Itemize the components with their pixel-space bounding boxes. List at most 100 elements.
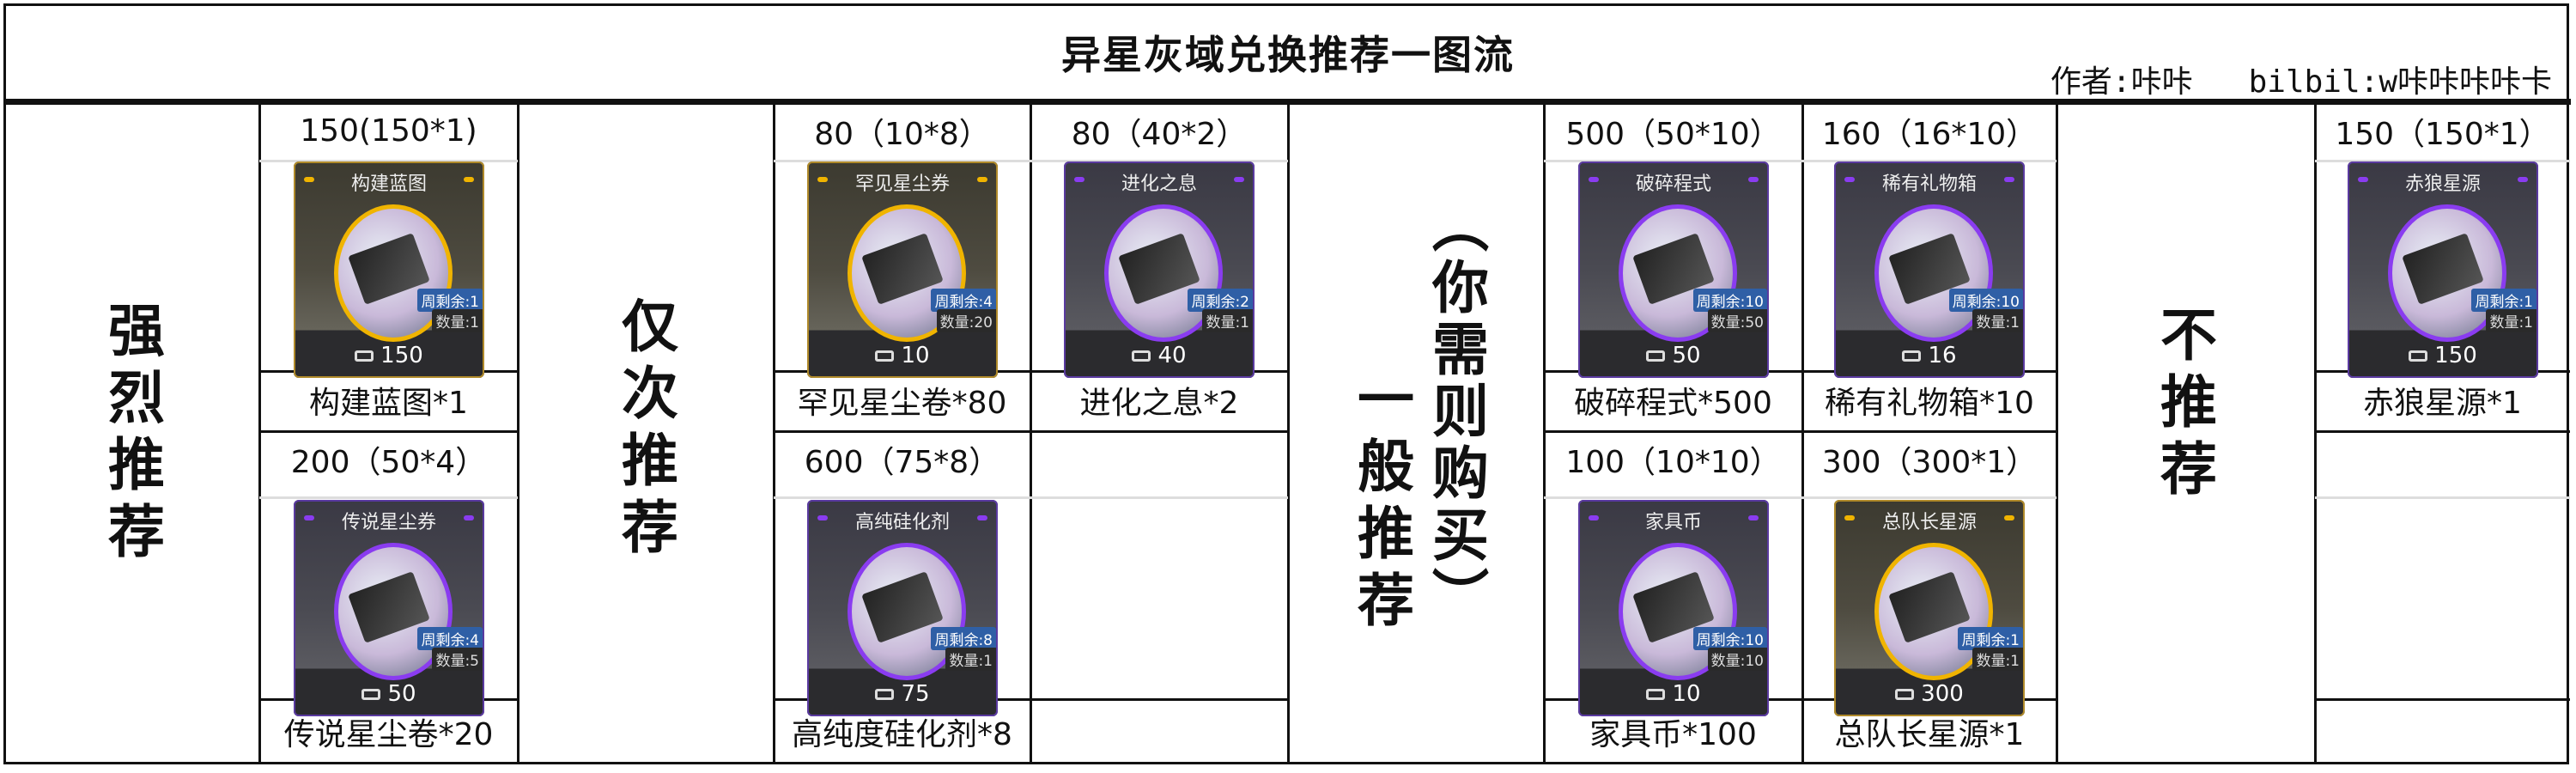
row-divider	[1544, 430, 1802, 433]
price-divider	[1802, 496, 2057, 499]
column-divider	[1801, 102, 1804, 764]
ticket-icon	[875, 350, 895, 362]
rarity-dot-right	[977, 177, 987, 182]
item-card[interactable]: 罕见星尘券 周剩余:4 数量:20 10	[807, 161, 998, 378]
price-divider	[1544, 496, 1802, 499]
item-price: 200（50*4）	[290, 444, 487, 480]
rarity-dot-left	[1589, 177, 1599, 182]
item-price: 80（10*8）	[814, 116, 990, 152]
ticket-icon	[2409, 350, 2428, 362]
item-price: 160（16*10）	[1821, 116, 2038, 152]
author-credit: 作者:咔咔 bilbil:w咔咔咔咔卡	[2050, 64, 2552, 100]
card-title: 家具币	[1644, 512, 1702, 533]
card-title: 高纯硅化剂	[854, 512, 950, 533]
weekly-remaining-badge: 周剩余:10	[1692, 289, 1767, 312]
weekly-remaining-badge: 周剩余:2	[1188, 289, 1253, 312]
item-price: 300（300*1）	[1821, 444, 2038, 480]
price-divider	[1030, 160, 1288, 162]
weekly-remaining-badge: 周剩余:1	[1958, 627, 2023, 650]
weekly-remaining-badge: 周剩余:10	[1948, 289, 2023, 312]
rarity-dot-right	[464, 515, 474, 520]
row-divider	[1030, 698, 1288, 701]
rarity-dot-right	[977, 515, 987, 520]
rarity-dot-right	[1234, 177, 1244, 182]
item-price: 500（50*10）	[1565, 116, 1781, 152]
card-title: 进化之息	[1121, 173, 1197, 195]
price-divider	[1030, 496, 1288, 499]
cost-bar: 10	[1578, 672, 1769, 716]
rarity-dot-left	[817, 515, 828, 520]
item-card[interactable]: 赤狼星源 周剩余:1 数量:1 150	[2348, 161, 2538, 378]
column-divider	[517, 102, 519, 764]
cost-bar: 75	[807, 672, 998, 716]
item-name: 赤狼星源*1	[2363, 386, 2522, 421]
quantity-badge: 数量:1	[432, 309, 483, 332]
price-divider	[1544, 160, 1802, 162]
table-frame	[3, 3, 2569, 764]
item-card[interactable]: 构建蓝图周剩余:1 数量:1 150	[294, 161, 484, 378]
item-price: 80（40*2）	[1071, 116, 1248, 152]
rarity-dot-left	[1844, 515, 1855, 520]
rarity-dot-right	[2004, 515, 2014, 520]
quantity-badge: 数量:1	[1202, 309, 1253, 332]
category-not-recommended: 不推荐	[2151, 305, 2217, 506]
ticket-icon	[875, 688, 895, 700]
cost-bar: 16	[1834, 333, 2025, 378]
item-card[interactable]: 破碎程式 周剩余:10 数量:50 50	[1578, 161, 1769, 378]
item-card[interactable]: 传说星尘券 周剩余:4 数量:5 50	[294, 500, 484, 716]
rarity-dot-left	[1589, 515, 1599, 520]
price-divider	[259, 496, 518, 499]
price-divider	[2315, 160, 2570, 162]
item-card[interactable]: 进化之息 周剩余:2 数量:1 40	[1064, 161, 1255, 378]
ticket-icon	[1646, 688, 1666, 700]
card-title: 赤狼星源	[2404, 173, 2481, 195]
cost-bar: 50	[1578, 333, 1769, 378]
row-divider	[259, 430, 518, 433]
row-divider	[774, 430, 1030, 433]
item-price: 150（150*1）	[2335, 116, 2550, 152]
ticket-icon	[1902, 350, 1922, 362]
rarity-dot-right	[1748, 177, 1759, 182]
price-divider	[774, 160, 1030, 162]
row-divider	[1802, 430, 2057, 433]
weekly-remaining-badge: 周剩余:1	[417, 289, 483, 312]
weekly-remaining-badge: 周剩余:10	[1692, 627, 1767, 650]
quantity-badge: 数量:10	[1707, 648, 1767, 671]
cost-value: 10	[1672, 681, 1701, 707]
category-second-recommended: 仅次推荐	[612, 296, 678, 564]
card-title: 构建蓝图	[350, 173, 427, 195]
quantity-badge: 数量:5	[432, 648, 483, 671]
item-card[interactable]: 高纯硅化剂 周剩余:8 数量:1 75	[807, 500, 998, 716]
title-divider	[3, 99, 2571, 105]
ticket-icon	[1646, 350, 1666, 362]
ticket-icon	[355, 350, 374, 362]
cost-value: 75	[901, 681, 930, 707]
cost-value: 150	[2434, 343, 2477, 368]
rarity-dot-left	[1074, 177, 1084, 182]
rarity-dot-right	[2518, 177, 2528, 182]
rarity-dot-left	[304, 177, 314, 182]
row-divider	[2315, 698, 2570, 701]
item-name: 进化之息*2	[1079, 386, 1239, 421]
item-card[interactable]: 家具币周剩余:10 数量:10 10	[1578, 500, 1769, 716]
column-divider	[2056, 102, 2058, 764]
cost-bar: 300	[1834, 672, 2025, 716]
cost-value: 50	[387, 681, 416, 707]
price-divider	[2315, 496, 2570, 499]
item-name: 稀有礼物箱*10	[1825, 386, 2034, 421]
item-price: 150(150*1)	[300, 113, 477, 149]
item-card[interactable]: 稀有礼物箱 周剩余:10 数量:1 16	[1834, 161, 2025, 378]
item-price: 100（10*10）	[1565, 444, 1781, 480]
cost-bar: 150	[294, 333, 484, 378]
weekly-remaining-badge: 周剩余:1	[2471, 289, 2537, 312]
cost-value: 16	[1928, 343, 1957, 368]
item-name: 家具币*100	[1589, 717, 1757, 752]
category-buy-if-needed: （你需则购买）	[1423, 196, 1489, 629]
cost-value: 10	[901, 343, 930, 368]
rarity-dot-right	[2004, 177, 2014, 182]
item-card[interactable]: 总队长星源 周剩余:1 数量:1 300	[1834, 500, 2025, 716]
column-divider	[773, 102, 775, 764]
rarity-dot-right	[1748, 515, 1759, 520]
price-divider	[774, 496, 1030, 499]
price-divider	[259, 160, 518, 162]
